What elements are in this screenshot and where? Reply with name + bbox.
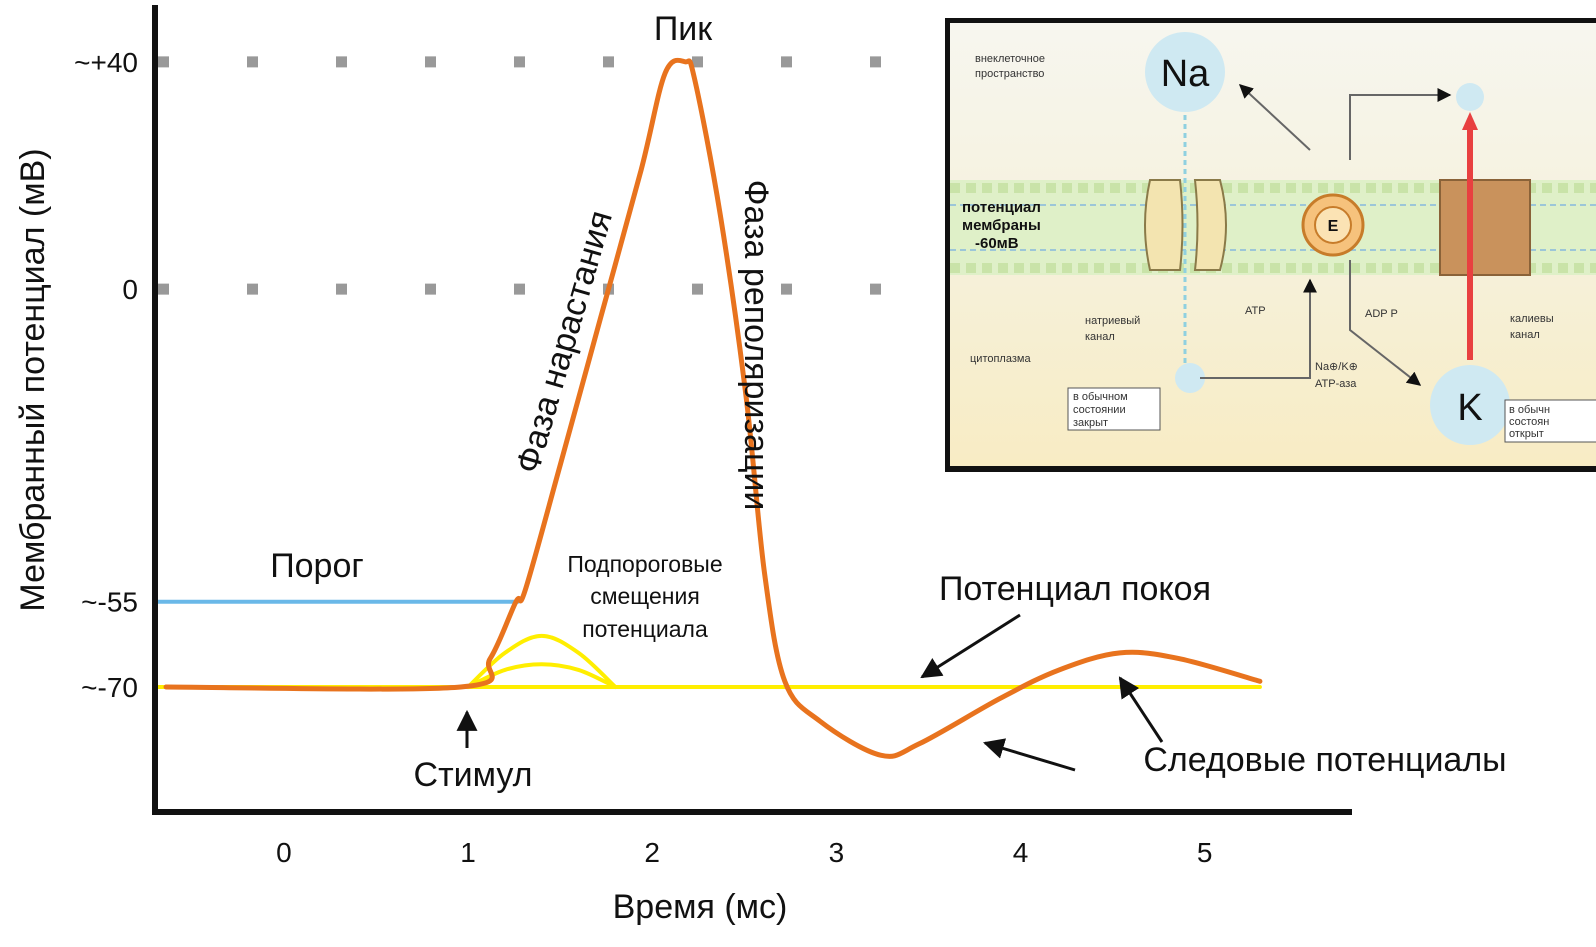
inset-label: ATP-аза [1315,378,1357,390]
y-axis-title: Мембранный потенциал (мВ) [14,148,52,611]
inset-label: пространство [975,68,1044,80]
inset-label: ATP [1245,305,1266,317]
inset-label: закрыт [1073,417,1108,429]
x-tick-label: 5 [1197,837,1213,868]
inset-label: состоянии [1073,404,1126,416]
inset-label: потенциал [962,199,1041,216]
annotation: Потенциал покоя [939,570,1211,608]
inset-label: натриевый [1085,315,1140,327]
x-tick-label: 3 [829,837,845,868]
inset-label: -60мВ [975,235,1019,252]
x-tick-label: 2 [644,837,660,868]
inset-label: состоян [1509,416,1549,428]
annotation: Следовые потенциалы [1143,741,1506,779]
annotation: Подпороговые [567,551,722,577]
inset-label: канал [1085,331,1115,343]
inset-label: ADP P [1365,308,1398,320]
x-axis-title: Время (мс) [613,888,788,926]
chart: Время (мс) Мембранный потенциал (мВ) Пик… [0,0,1596,947]
inset-label: канал [1510,329,1540,341]
inset-label: мембраны [962,217,1041,234]
inset-label: цитоплазма [970,353,1031,365]
annotation: Стимул [414,756,533,794]
inset-label: в обычн [1509,404,1550,416]
x-tick-label: 1 [460,837,476,868]
annotation: Фаза реполяризации [737,180,775,511]
inset-label: Na [1161,53,1210,95]
inset-label: E [1328,218,1339,235]
annotation: потенциала [582,616,708,642]
inset: внеклеточное пространство Na K потенциал… [948,21,1596,469]
inset-label: в обычном [1073,391,1128,403]
annotation: Фаза нарастания [509,206,620,477]
x-tick-label: 0 [276,837,292,868]
inset-label: калиевы [1510,313,1554,325]
x-tick-label: 4 [1013,837,1029,868]
inset-label: Na⊕/K⊕ [1315,361,1358,373]
arrows [467,615,1162,770]
y-tick-label: ~-55 [81,587,138,618]
annotation: Пик [654,10,713,48]
y-tick-label: 0 [122,274,138,305]
inset-label: открыт [1509,428,1544,440]
annotation: Порог [270,547,364,585]
y-tick-label: ~-70 [81,672,138,703]
inset-label: K [1457,387,1482,429]
inset-label: внеклеточное [975,53,1045,65]
y-tick-label: ~+40 [74,47,138,78]
annotation: смещения [590,583,700,609]
